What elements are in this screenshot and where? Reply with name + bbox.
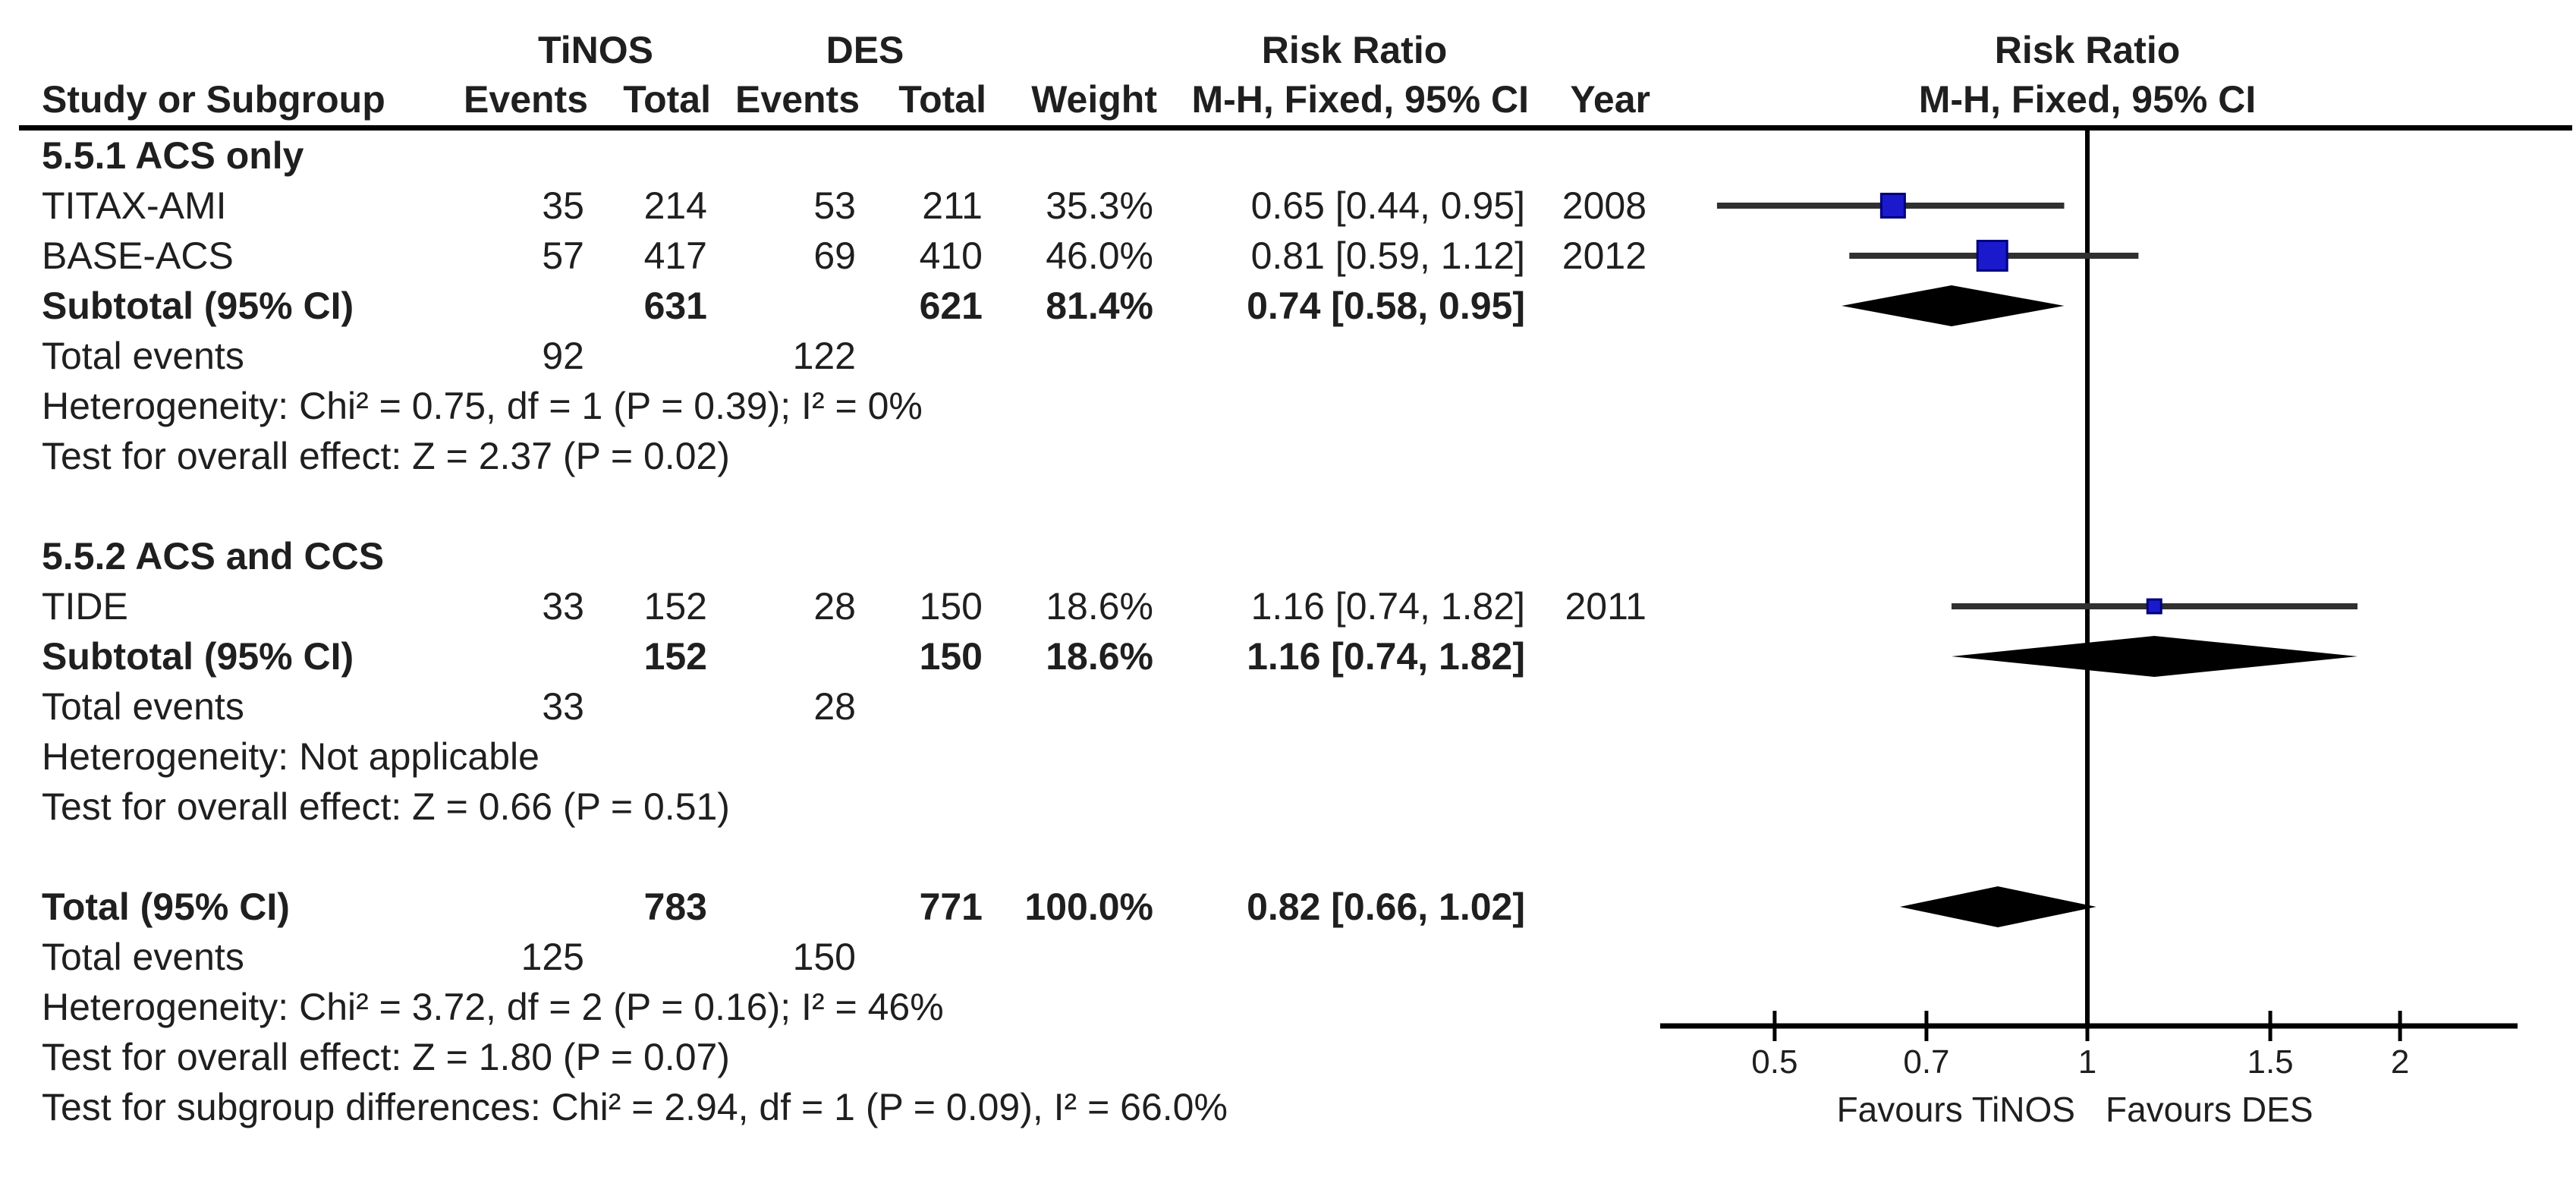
tinos-events: 92 (542, 335, 584, 377)
weight-value: 18.6% (1046, 585, 1153, 628)
row-label: Heterogeneity: Chi² = 0.75, df = 1 (P = … (42, 385, 923, 427)
table-row-note: Test for subgroup differences: Chi² = 2.… (0, 1082, 2576, 1132)
tinos-events: 33 (542, 585, 584, 628)
des-total: 150 (919, 585, 983, 628)
risk-ratio-table-header: Risk Ratio (1261, 29, 1448, 71)
tinos-events: 35 (542, 184, 584, 227)
des-events: 122 (792, 335, 856, 377)
table-row-blank (0, 832, 2576, 882)
group2-header: DES (826, 29, 904, 71)
des-events: 28 (813, 685, 856, 728)
table-body: 5.5.1 ACS only TITAX-AMI 35 214 53 211 35.3% 0.… (0, 131, 2576, 1132)
des-events: 53 (813, 184, 856, 227)
events2-column-header: Events (735, 78, 860, 121)
header-divider (19, 125, 2572, 131)
row-label: Test for subgroup differences: Chi² = 2.… (42, 1086, 1228, 1128)
table-row-study: TITAX-AMI 35 214 53 211 35.3% 0.65 [0.44, 0.95… (0, 181, 2576, 231)
row-label: Total events (42, 936, 244, 978)
tinos-total: 417 (643, 234, 707, 277)
weight-value: 81.4% (1046, 285, 1153, 327)
tinos-total: 152 (643, 585, 707, 628)
ci-plot-header: M-H, Fixed, 95% CI (1918, 78, 2257, 121)
total1-column-header: Total (623, 78, 711, 121)
table-row-note: Test for overall effect: Z = 1.80 (P = 0… (0, 1032, 2576, 1082)
year-value: 2012 (1562, 234, 1647, 277)
events1-column-header: Events (464, 78, 588, 121)
tinos-events: 125 (521, 936, 584, 978)
ci-text: 1.16 [0.74, 1.82] (1247, 635, 1525, 678)
tinos-total: 214 (643, 184, 707, 227)
group1-header: TiNOS (538, 29, 653, 71)
weight-value: 35.3% (1046, 184, 1153, 227)
year-value: 2008 (1562, 184, 1647, 227)
des-total: 410 (919, 234, 983, 277)
table-row-note: Test for overall effect: Z = 2.37 (P = 0… (0, 431, 2576, 481)
table-row-subgroup: 5.5.2 ACS and CCS (0, 531, 2576, 581)
des-events: 150 (792, 936, 856, 978)
row-label: TIDE (42, 585, 128, 628)
row-label: Heterogeneity: Chi² = 3.72, df = 2 (P = … (42, 986, 944, 1028)
weight-column-header: Weight (1031, 78, 1157, 121)
row-label: BASE-ACS (42, 234, 234, 277)
ci-text: 1.16 [0.74, 1.82] (1250, 585, 1525, 628)
risk-ratio-plot-header: Risk Ratio (1994, 29, 2181, 71)
year-value: 2011 (1565, 585, 1647, 628)
study-column-header: Study or Subgroup (42, 78, 385, 121)
table-row-study: BASE-ACS 57 417 69 410 46.0% 0.81 [0.59, 1.12]… (0, 231, 2576, 281)
row-label: Heterogeneity: Not applicable (42, 735, 539, 778)
tinos-total: 631 (643, 285, 707, 327)
des-events: 28 (813, 585, 856, 628)
row-label: Test for overall effect: Z = 1.80 (P = 0… (42, 1036, 730, 1078)
table-row-events: Total events 125 150 (0, 932, 2576, 982)
row-label: Subtotal (95% CI) (42, 635, 354, 678)
year-column-header: Year (1570, 78, 1650, 121)
ci-text: 0.65 [0.44, 0.95] (1250, 184, 1525, 227)
weight-value: 46.0% (1046, 234, 1153, 277)
des-total: 771 (919, 886, 983, 928)
table-row-note: Test for overall effect: Z = 0.66 (P = 0… (0, 782, 2576, 832)
table-row-study: TIDE 33 152 28 150 18.6% 1.16 [0.74, 1.82] 2011 (0, 581, 2576, 631)
table-row-subtotal: Subtotal (95% CI) 631 621 81.4% 0.74 [0.58, … (0, 281, 2576, 331)
des-total: 621 (919, 285, 983, 327)
des-total: 150 (919, 635, 983, 678)
des-total: 211 (922, 184, 983, 227)
ci-text: 0.82 [0.66, 1.02] (1247, 886, 1525, 928)
weight-value: 18.6% (1046, 635, 1153, 678)
row-label: 5.5.1 ACS only (42, 134, 304, 177)
row-label: 5.5.2 ACS and CCS (42, 535, 385, 577)
tinos-events: 57 (542, 234, 584, 277)
table-row-subgroup: 5.5.1 ACS only (0, 131, 2576, 181)
row-label: Total events (42, 335, 244, 377)
tinos-total: 783 (643, 886, 707, 928)
row-label: Total (95% CI) (42, 886, 290, 928)
ci-column-header: M-H, Fixed, 95% CI (1191, 78, 1529, 121)
ci-text: 0.81 [0.59, 1.12] (1250, 234, 1525, 277)
row-label: Subtotal (95% CI) (42, 285, 354, 327)
table-row-note: Heterogeneity: Chi² = 0.75, df = 1 (P = … (0, 381, 2576, 431)
table-row-events: Total events 33 28 (0, 681, 2576, 732)
table-row-events: Total events 92 122 (0, 331, 2576, 381)
table-row-subtotal: Subtotal (95% CI) 152 150 18.6% 1.16 [0.74, … (0, 631, 2576, 681)
tinos-total: 152 (643, 635, 707, 678)
row-label: TITAX-AMI (42, 184, 227, 227)
row-label: Test for overall effect: Z = 2.37 (P = 0… (42, 435, 730, 477)
table-row-note: Heterogeneity: Chi² = 3.72, df = 2 (P = … (0, 982, 2576, 1032)
row-label: Test for overall effect: Z = 0.66 (P = 0… (42, 785, 730, 828)
row-label: Total events (42, 685, 244, 728)
total2-column-header: Total (898, 78, 986, 121)
tinos-events: 33 (542, 685, 584, 728)
table-row-note: Heterogeneity: Not applicable (0, 732, 2576, 782)
des-events: 69 (813, 234, 856, 277)
table-row-blank (0, 481, 2576, 531)
table-row-total: Total (95% CI) 783 771 100.0% 0.82 [0.66, 1.… (0, 882, 2576, 932)
ci-text: 0.74 [0.58, 0.95] (1247, 285, 1525, 327)
weight-value: 100.0% (1024, 886, 1153, 928)
